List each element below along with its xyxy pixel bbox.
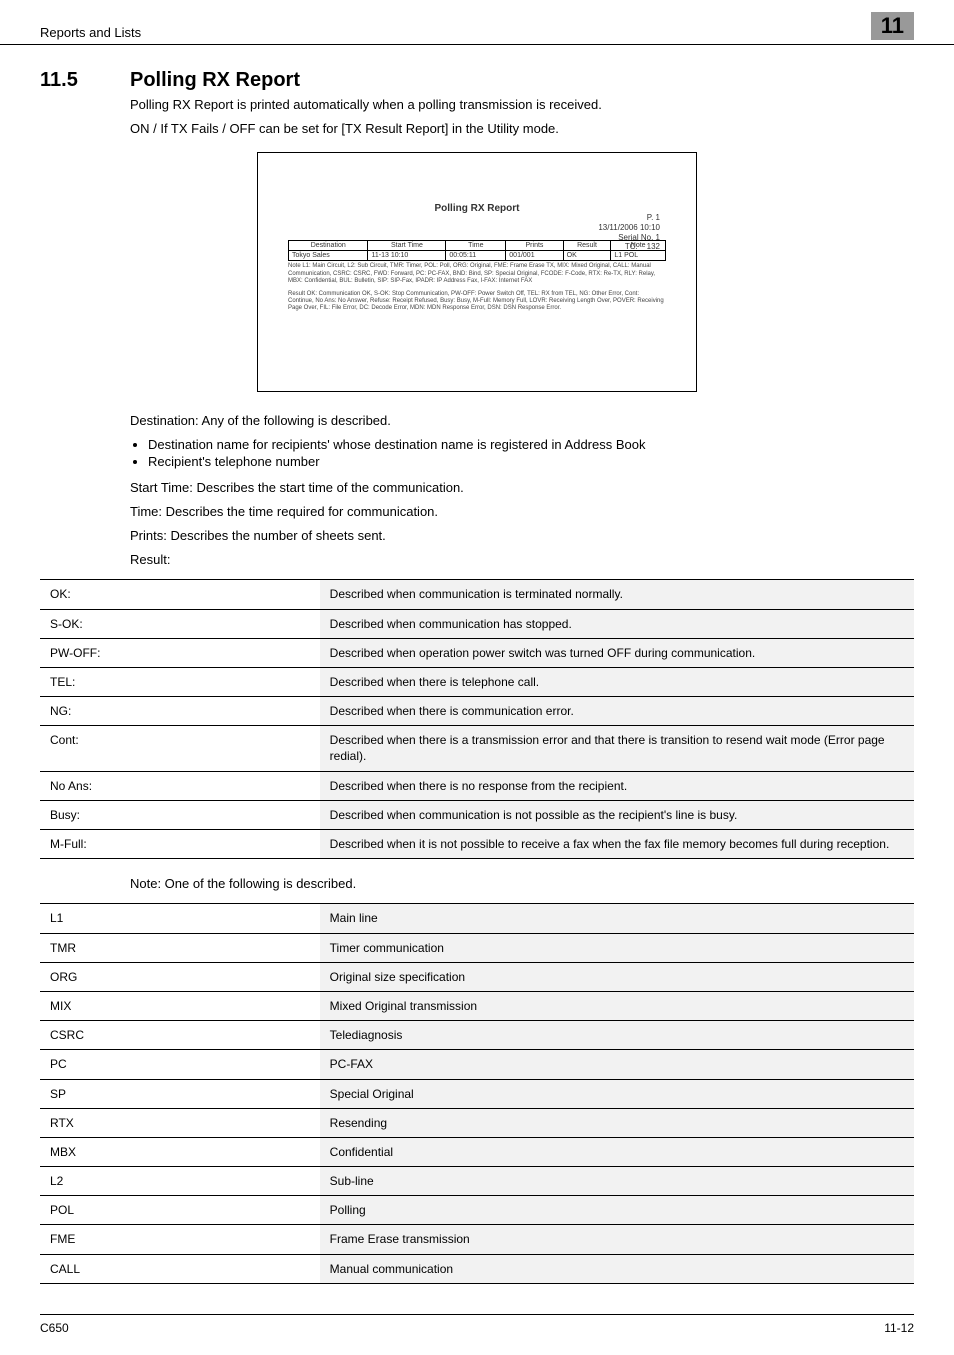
fig-cell: OK — [563, 251, 611, 261]
header-chapter: 11 — [871, 12, 914, 40]
note-key: ORG — [40, 962, 320, 991]
footer-right: 11-12 — [884, 1321, 914, 1335]
result-key: TEL: — [40, 667, 320, 696]
note-key: RTX — [40, 1108, 320, 1137]
fig-cell: L1 POL — [611, 251, 666, 261]
result-value: Described when there is no response from… — [320, 771, 914, 800]
note-key: CALL — [40, 1254, 320, 1283]
note-value: Manual communication — [320, 1254, 914, 1283]
fig-cell: 00:05:11 — [446, 251, 506, 261]
time-desc: Time: Describes the time required for co… — [130, 503, 914, 521]
note-key: MBX — [40, 1137, 320, 1166]
note-value: Telediagnosis — [320, 1021, 914, 1050]
fig-col: Time — [446, 241, 506, 251]
heading-number: 11.5 — [40, 69, 130, 92]
result-value: Described when there is a transmission e… — [320, 726, 914, 771]
note-key: FME — [40, 1225, 320, 1254]
prints-desc: Prints: Describes the number of sheets s… — [130, 527, 914, 545]
note-label: Note: One of the following is described. — [130, 875, 914, 893]
note-value: Confidential — [320, 1137, 914, 1166]
note-value: PC-FAX — [320, 1050, 914, 1079]
notes-table: L1Main lineTMRTimer communicationORGOrig… — [40, 903, 914, 1283]
fig-tc: 132 — [647, 242, 660, 251]
fig-cell: 001/001 — [506, 251, 563, 261]
note-value: Frame Erase transmission — [320, 1225, 914, 1254]
footer-left: C650 — [40, 1321, 69, 1335]
header-section: Reports and Lists — [40, 25, 141, 40]
note-block: Note: One of the following is described. — [130, 875, 914, 893]
result-value: Described when it is not possible to rec… — [320, 830, 914, 859]
destination-bullets: Destination name for recipients' whose d… — [130, 437, 914, 469]
result-key: OK: — [40, 580, 320, 609]
fig-tc-label: TC: — [625, 242, 638, 251]
note-value: Polling — [320, 1196, 914, 1225]
content: 11.5 Polling RX Report Polling RX Report… — [0, 45, 954, 1284]
fig-footnote-2: Result OK: Communication OK, S-OK: Stop … — [288, 291, 666, 313]
results-table: OK:Described when communication is termi… — [40, 579, 914, 859]
fig-col: Prints — [506, 241, 563, 251]
fig-meta: P. 1 13/11/2006 10:10 Serial No. 1 TC: 1… — [598, 213, 660, 251]
note-value: Original size specification — [320, 962, 914, 991]
note-key: SP — [40, 1079, 320, 1108]
bullet-item: Recipient's telephone number — [148, 454, 914, 469]
fig-serial: 1 — [656, 233, 660, 242]
note-key: POL — [40, 1196, 320, 1225]
intro-p1: Polling RX Report is printed automatical… — [130, 96, 914, 114]
result-label: Result: — [130, 551, 914, 569]
section-heading: 11.5 Polling RX Report — [40, 69, 914, 92]
fig-p-label: P. 1 — [647, 213, 660, 222]
result-value: Described when there is communication er… — [320, 697, 914, 726]
note-key: L1 — [40, 904, 320, 933]
note-value: Main line — [320, 904, 914, 933]
result-key: M-Full: — [40, 830, 320, 859]
result-value: Described when there is telephone call. — [320, 667, 914, 696]
heading-title: Polling RX Report — [130, 69, 300, 92]
report-figure: Polling RX Report P. 1 13/11/2006 10:10 … — [257, 152, 697, 392]
intro-p2: ON / If TX Fails / OFF can be set for [T… — [130, 120, 914, 138]
result-key: Cont: — [40, 726, 320, 771]
fig-cell: 11-13 10:10 — [368, 251, 446, 261]
result-value: Described when communication has stopped… — [320, 609, 914, 638]
note-value: Sub-line — [320, 1167, 914, 1196]
fig-col: Start Time — [368, 241, 446, 251]
note-value: Mixed Original transmission — [320, 991, 914, 1020]
note-value: Timer communication — [320, 933, 914, 962]
start-time-desc: Start Time: Describes the start time of … — [130, 479, 914, 497]
page-footer: C650 11-12 — [40, 1314, 914, 1355]
fig-footnote-1: Note L1: Main Circuit, L2: Sub Circuit, … — [288, 263, 666, 285]
note-key: L2 — [40, 1167, 320, 1196]
fig-date: 13/11/2006 10:10 — [598, 223, 660, 233]
note-key: PC — [40, 1050, 320, 1079]
fig-col: Destination — [289, 241, 368, 251]
fig-serial-label: Serial No. — [618, 233, 653, 242]
intro-block: Polling RX Report is printed automatical… — [130, 96, 914, 138]
result-value: Described when communication is not poss… — [320, 800, 914, 829]
page-header: Reports and Lists 11 — [0, 0, 954, 45]
note-value: Resending — [320, 1108, 914, 1137]
note-value: Special Original — [320, 1079, 914, 1108]
result-key: PW-OFF: — [40, 638, 320, 667]
note-key: MIX — [40, 991, 320, 1020]
note-key: CSRC — [40, 1021, 320, 1050]
result-key: NG: — [40, 697, 320, 726]
result-value: Described when operation power switch wa… — [320, 638, 914, 667]
result-key: Busy: — [40, 800, 320, 829]
fig-cell: Tokyo Sales — [289, 251, 368, 261]
result-key: S-OK: — [40, 609, 320, 638]
result-value: Described when communication is terminat… — [320, 580, 914, 609]
bullet-item: Destination name for recipients' whose d… — [148, 437, 914, 452]
result-key: No Ans: — [40, 771, 320, 800]
destination-label: Destination: Any of the following is des… — [130, 412, 914, 430]
note-key: TMR — [40, 933, 320, 962]
description-block: Destination: Any of the following is des… — [130, 412, 914, 569]
